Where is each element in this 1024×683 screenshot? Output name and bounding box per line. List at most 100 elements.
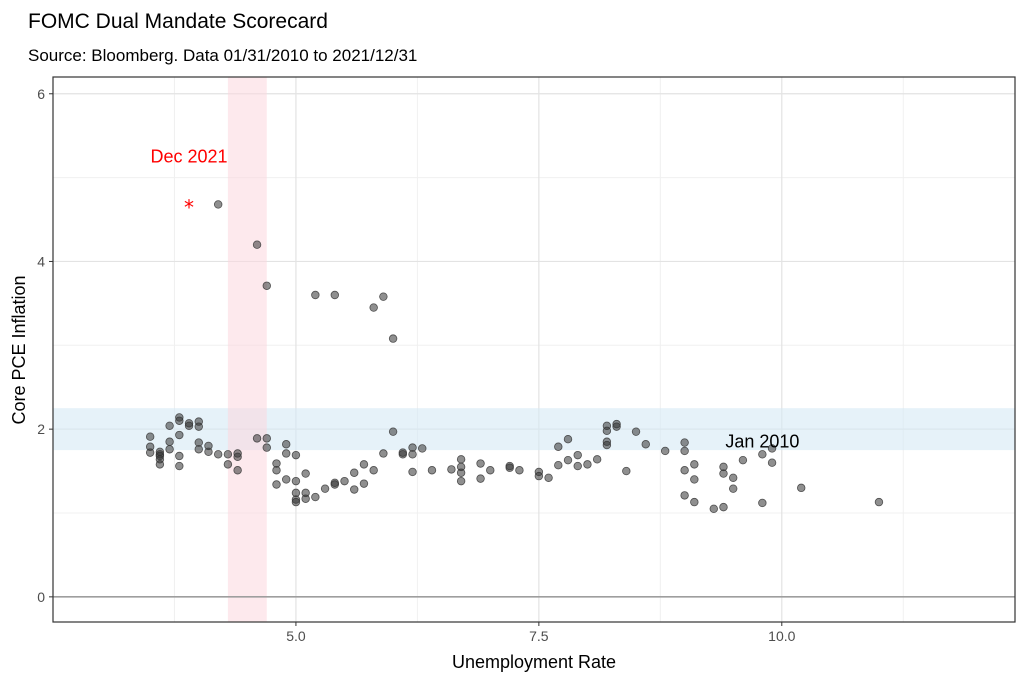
data-point [301,469,310,478]
data-point [680,446,689,456]
x-axis-title: Unemployment Rate [452,652,616,672]
data-point [767,458,777,467]
chart-subtitle: Source: Bloomberg. Data 01/31/2010 to 20… [28,46,417,65]
data-point [563,435,573,444]
data-point [641,440,650,449]
data-point [301,488,310,498]
data-point [272,459,281,468]
data-point [456,455,466,464]
data-point [573,450,582,460]
data-point [660,446,670,456]
data-point [738,455,748,465]
plot-panel: * Dec 2021 Jan 2010 [52,76,1016,623]
target-inflation-band [53,408,1015,451]
data-point [165,421,174,430]
data-point [690,460,699,469]
data-point [680,438,689,447]
data-point [631,427,641,436]
annotation-label: Jan 2010 [725,432,799,452]
data-point [320,484,330,493]
data-point [554,461,563,470]
highlight-marker: * [184,195,194,219]
data-point [175,430,184,440]
data-point [874,497,884,507]
data-point [388,427,398,436]
data-point [544,473,553,482]
data-point [311,290,320,300]
data-point [223,450,233,459]
data-point [204,441,213,451]
data-point [398,448,408,457]
annotations: Dec 2021 Jan 2010 [151,147,800,452]
data-point [612,419,621,429]
data-point [262,443,271,452]
data-point [690,497,699,507]
data-point [350,485,359,494]
y-tick-label: 6 [37,86,45,102]
data-point [262,434,271,443]
data-point [184,419,194,428]
data-point [291,488,301,498]
data-point [311,492,320,502]
y-tick-label: 4 [37,253,45,269]
minor-gridlines [53,77,1015,622]
data-point [213,450,223,459]
data-point [758,498,767,508]
data-point [262,281,271,290]
unemployment-band [227,77,267,622]
data-point [680,466,689,475]
panel-background [53,77,1015,622]
data-point [282,440,291,449]
data-point [291,476,301,486]
x-tick-label: 7.5 [529,628,549,644]
data-point [680,491,689,500]
data-point [233,449,242,458]
data-point [456,462,466,472]
data-point [194,438,203,447]
data-point [369,466,378,475]
y-axis-ticks: 0 2 4 6 [37,86,53,605]
data-point [213,200,223,209]
data-point [719,502,728,512]
data-point [486,466,495,475]
data-point [573,461,582,471]
data-point [350,468,359,477]
data-point [729,473,738,482]
data-point [592,455,602,464]
x-tick-label: 5.0 [286,628,306,644]
panel-border [52,76,1016,623]
data-point [272,480,281,489]
data-point [690,475,699,484]
data-point [388,334,398,343]
data-point [583,460,592,469]
data-point [359,460,369,469]
data-point [505,461,514,471]
data-point [554,442,563,451]
data-point [797,483,806,493]
data-point [330,290,339,300]
data-point [379,449,388,458]
data-point [223,460,233,469]
data-point [427,466,437,475]
data-point [719,462,728,472]
data-point [758,450,767,459]
x-tick-label: 10.0 [768,628,795,644]
y-axis-title: Core PCE Inflation [9,275,29,424]
shaded-bands [53,77,1015,622]
data-point [165,445,174,454]
data-point [563,455,573,465]
data-point [709,504,718,514]
data-point [729,484,738,493]
y-tick-label: 2 [37,421,45,437]
data-point [282,449,291,458]
data-point [602,421,612,430]
data-point [252,240,262,249]
data-point [282,475,291,484]
data-point [476,474,485,483]
data-point [340,476,349,486]
data-point [369,303,378,312]
x-axis-ticks: 5.0 7.5 10.0 [286,622,796,644]
data-point [175,451,184,461]
data-point [602,437,612,446]
